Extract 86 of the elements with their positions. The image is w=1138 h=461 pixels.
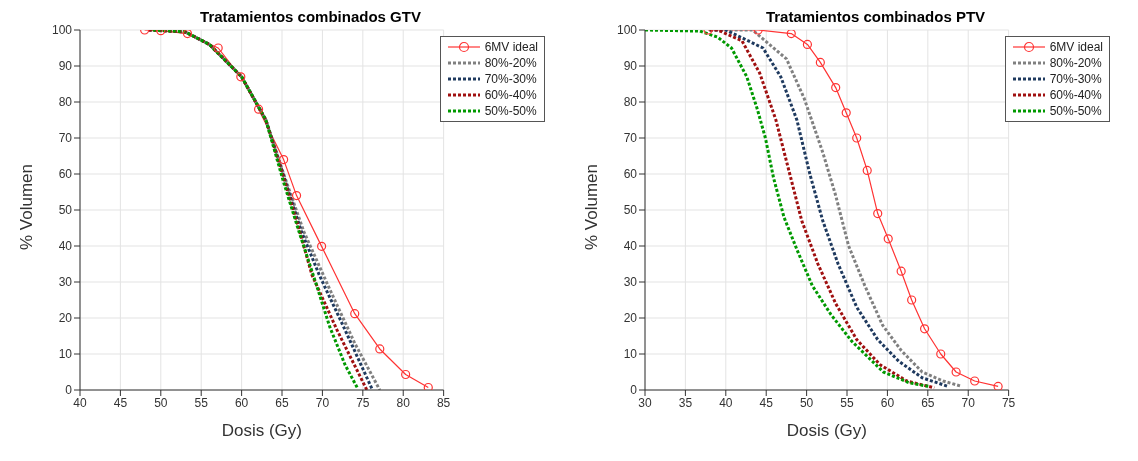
x-tick-label: 65: [275, 395, 290, 410]
y-tick-label: 80: [58, 95, 73, 110]
point: [213, 43, 223, 53]
x-tick-label: 75: [1001, 395, 1016, 410]
line-series: [183, 30, 382, 390]
y-tick-label: 30: [58, 275, 73, 290]
legend-label: 80%-20%: [484, 55, 537, 71]
point: [862, 165, 872, 175]
y-tick-label: 40: [623, 239, 638, 254]
y-tick-label: 50: [58, 203, 73, 218]
point: [970, 376, 980, 386]
x-tick-label: 85: [436, 395, 451, 410]
y-tick-label: 80: [623, 95, 638, 110]
point: [253, 104, 264, 114]
y-tick-label: 90: [623, 59, 638, 74]
y-tick-label: 0: [630, 383, 638, 398]
point: [896, 266, 906, 276]
point: [919, 324, 930, 334]
x-tick-label: 75: [356, 395, 370, 410]
x-tick-label: 50: [799, 395, 814, 410]
point: [291, 191, 302, 201]
chart-title: Tratamientos combinados PTV: [764, 8, 987, 25]
y-axis-title: % Volumen: [582, 164, 602, 250]
legend-label: 60%-40%: [1049, 87, 1102, 103]
point: [993, 381, 1003, 390]
y-tick-label: 70: [623, 131, 638, 146]
point: [936, 349, 946, 359]
point: [786, 30, 796, 39]
x-tick-label: 50: [154, 395, 168, 410]
x-tick-label: 35: [678, 395, 693, 410]
y-tick-label: 100: [51, 23, 73, 38]
x-tick-label: 55: [840, 395, 855, 410]
point: [841, 108, 851, 118]
point: [317, 241, 327, 251]
point: [401, 369, 411, 380]
point: [873, 209, 883, 219]
legend-label: 60%-40%: [484, 87, 537, 103]
x-tick-label: 55: [194, 395, 209, 410]
y-tick-label: 100: [616, 23, 638, 38]
legend-label: 50%-50%: [484, 103, 537, 119]
point: [815, 57, 825, 67]
x-tick-label: 80: [396, 395, 411, 410]
x-axis-title: Dosis (Gy): [786, 421, 867, 440]
point: [182, 30, 193, 39]
y-tick-label: 20: [58, 311, 73, 326]
x-tick-label: 40: [719, 395, 733, 410]
x-tick-label: 70: [961, 395, 976, 410]
point: [802, 39, 813, 49]
x-tick-label: 45: [113, 395, 128, 410]
legend-label: 6MV ideal: [484, 39, 538, 55]
x-tick-label: 65: [921, 395, 935, 410]
legend-label: 50%-50%: [1049, 103, 1102, 119]
point: [852, 133, 862, 143]
y-tick-label: 10: [58, 347, 73, 362]
x-tick-label: 40: [73, 395, 87, 410]
y-tick-label: 0: [65, 383, 73, 398]
y-tick-label: 60: [623, 167, 638, 182]
point: [236, 72, 246, 82]
point: [423, 382, 433, 390]
point: [350, 309, 360, 319]
point: [907, 295, 917, 305]
x-axis-title: Dosis (Gy): [221, 421, 302, 440]
y-tick-label: 50: [623, 203, 638, 218]
y-tick-label: 20: [623, 311, 638, 326]
y-tick-label: 90: [58, 59, 73, 74]
legend-label: 70%-30%: [1049, 71, 1102, 87]
y-tick-label: 30: [623, 275, 638, 290]
point: [883, 234, 893, 244]
point: [279, 155, 289, 165]
y-tick-label: 70: [58, 131, 73, 146]
x-tick-label: 70: [315, 395, 330, 410]
point: [375, 344, 385, 354]
chart-title: Tratamientos combinados GTV: [199, 8, 422, 25]
x-tick-label: 45: [759, 395, 774, 410]
y-axis-title: % Volumen: [17, 164, 37, 250]
legend-label: 80%-20%: [1049, 55, 1102, 71]
x-tick-label: 60: [234, 395, 249, 410]
y-tick-label: 40: [58, 239, 73, 254]
point: [951, 367, 961, 377]
point: [831, 83, 841, 93]
x-tick-label: 60: [880, 395, 895, 410]
legend-label: 70%-30%: [484, 71, 537, 87]
y-tick-label: 10: [623, 347, 638, 362]
y-tick-label: 60: [58, 167, 73, 182]
legend-label: 6MV ideal: [1049, 39, 1103, 55]
x-tick-label: 30: [638, 395, 652, 410]
